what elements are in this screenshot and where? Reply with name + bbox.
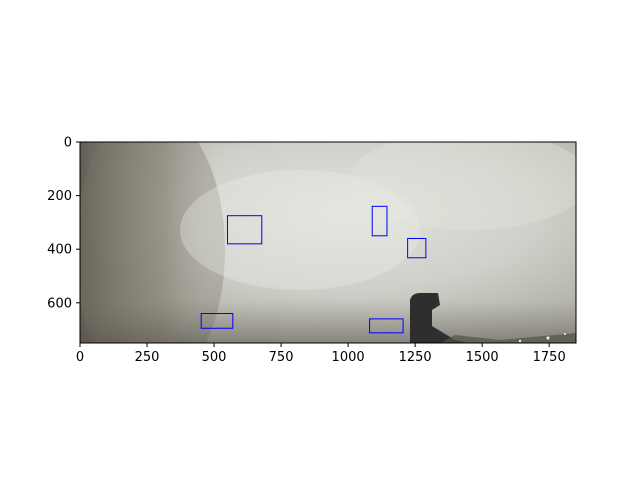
bounding-box-3 bbox=[407, 237, 427, 259]
bounding-box-2 bbox=[371, 205, 388, 237]
x-tick-label: 750 bbox=[269, 350, 294, 365]
y-tick-label: 200 bbox=[47, 189, 72, 204]
x-tick-label: 1250 bbox=[399, 350, 432, 365]
bounding-box-1 bbox=[226, 215, 263, 245]
bounding-box-5 bbox=[369, 318, 404, 334]
y-axis: 0 200 400 600 bbox=[47, 136, 80, 311]
x-tick-label: 250 bbox=[135, 350, 160, 365]
x-tick-label: 500 bbox=[202, 350, 227, 365]
y-tick-label: 600 bbox=[47, 296, 72, 311]
x-tick-label: 1750 bbox=[533, 350, 566, 365]
axes-frame bbox=[79, 141, 577, 344]
bounding-boxes bbox=[200, 205, 427, 334]
photo-image bbox=[80, 142, 576, 343]
x-axis: 0 250 500 750 1000 1250 1500 1750 bbox=[76, 343, 566, 365]
y-tick-label: 400 bbox=[47, 243, 72, 258]
bounding-box-4 bbox=[200, 313, 234, 329]
y-tick-label: 0 bbox=[64, 136, 72, 151]
dark-object-shape bbox=[410, 293, 470, 343]
x-tick-label: 1000 bbox=[332, 350, 365, 365]
x-tick-label: 1500 bbox=[466, 350, 499, 365]
x-tick-label: 0 bbox=[76, 350, 84, 365]
